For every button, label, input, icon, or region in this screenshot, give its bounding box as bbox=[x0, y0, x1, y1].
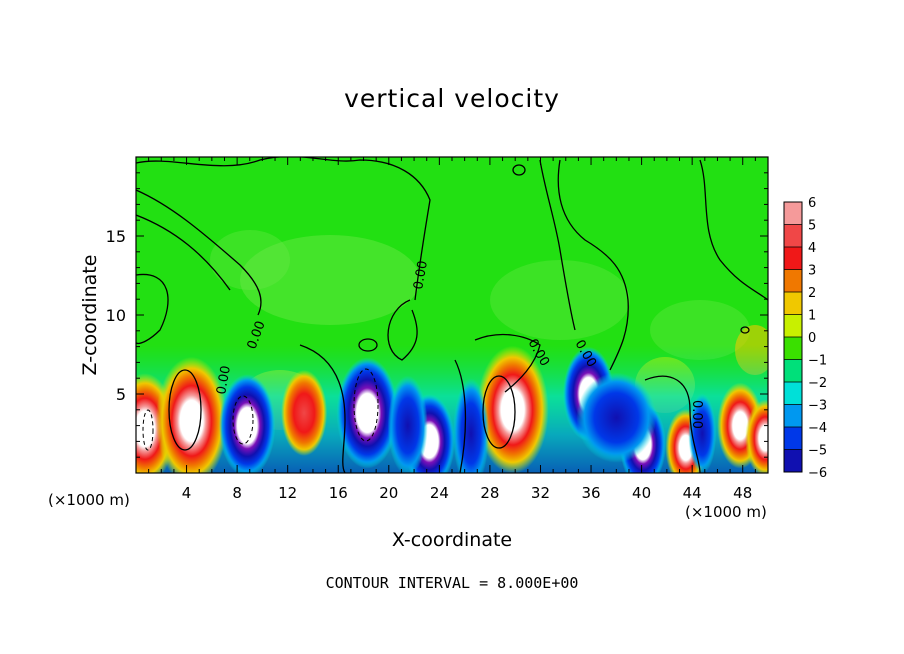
colorbar-swatch bbox=[784, 292, 802, 315]
colorbar: 6 5 4 3 2 1 0 −1 −2 −3 −4 −5 −6 bbox=[783, 196, 827, 481]
contour-line bbox=[474, 333, 541, 393]
field-patch bbox=[490, 260, 630, 340]
contour-line bbox=[299, 344, 346, 473]
contour-line bbox=[740, 326, 750, 334]
downdraft-cell bbox=[452, 378, 489, 473]
colorbar-label: −4 bbox=[808, 421, 827, 436]
x-tick-label: 12 bbox=[278, 484, 297, 502]
colorbar-label: −6 bbox=[808, 466, 827, 481]
x-tick-label: 32 bbox=[531, 484, 550, 502]
colorbar-label: −2 bbox=[808, 376, 827, 391]
x-unit-label-right: (×1000 m) bbox=[685, 503, 767, 521]
downdraft-cell bbox=[576, 372, 657, 463]
colorbar-swatch bbox=[784, 449, 802, 472]
colorbar-swatch bbox=[784, 359, 802, 382]
contour-line bbox=[482, 375, 516, 449]
y-tick-label: 10 bbox=[106, 306, 126, 325]
colorbar-label: −3 bbox=[808, 399, 827, 414]
contour-line bbox=[644, 375, 701, 473]
heatmap-field: 0.00 0.00 0.00 0.00 0.00 0.00 bbox=[136, 157, 768, 473]
contour-line bbox=[539, 159, 576, 331]
velocity-cell bbox=[281, 369, 328, 456]
colorbar-swatch bbox=[784, 404, 802, 427]
contour-line bbox=[512, 164, 526, 176]
contour-line bbox=[358, 338, 378, 352]
x-tick-label: 4 bbox=[182, 484, 192, 502]
contour-interval-note: CONTOUR INTERVAL = 8.000E+00 bbox=[325, 574, 579, 592]
colorbar-label: 4 bbox=[808, 241, 816, 256]
contour-label: 0.00 bbox=[411, 260, 431, 291]
contour-line bbox=[557, 159, 629, 371]
x-ticks: 4 8 12 16 20 24 28 32 36 40 44 48 bbox=[148, 157, 756, 502]
colorbar-label: 1 bbox=[808, 309, 816, 324]
velocity-cell bbox=[155, 356, 228, 473]
x-tick-label: 36 bbox=[581, 484, 600, 502]
contour-line bbox=[168, 369, 202, 451]
field-patch bbox=[240, 235, 420, 325]
downdraft-cell bbox=[688, 393, 717, 473]
colorbar-swatch bbox=[784, 224, 802, 247]
colorbar-swatch bbox=[784, 202, 802, 225]
colorbar-swatch bbox=[784, 247, 802, 270]
contour-line bbox=[136, 157, 431, 301]
colorbar-label: 3 bbox=[808, 264, 816, 279]
contour-line bbox=[387, 299, 418, 361]
colorbar-label: 0 bbox=[808, 331, 816, 346]
x-tick-label: 16 bbox=[329, 484, 348, 502]
x-tick-label: 44 bbox=[683, 484, 702, 502]
colorbar-label: 5 bbox=[808, 219, 816, 234]
velocity-cell bbox=[745, 399, 768, 473]
contour-label: 0.00 bbox=[689, 400, 704, 429]
contour-dashed bbox=[142, 368, 379, 451]
colorbar-swatch bbox=[784, 337, 802, 360]
contour-line bbox=[142, 409, 154, 451]
x-tick-label: 48 bbox=[733, 484, 752, 502]
chart-title: vertical velocity bbox=[344, 84, 560, 113]
contour-line bbox=[136, 273, 169, 345]
cells-group bbox=[136, 345, 768, 473]
velocity-cell bbox=[336, 357, 399, 469]
contour-line bbox=[454, 359, 467, 473]
colorbar-label: 6 bbox=[808, 196, 816, 211]
contour-line bbox=[699, 159, 768, 301]
x-tick-label: 40 bbox=[632, 484, 651, 502]
colorbar-swatch bbox=[784, 269, 802, 292]
velocity-cell bbox=[219, 374, 276, 473]
x-tick-label: 28 bbox=[480, 484, 499, 502]
x-tick-label: 8 bbox=[232, 484, 242, 502]
x-axis-label: X-coordinate bbox=[392, 529, 512, 551]
contour-lines bbox=[136, 157, 768, 473]
y-axis-label: Z-coordinate bbox=[79, 255, 101, 376]
colorbar-label: −1 bbox=[808, 354, 827, 369]
colorbar-swatch bbox=[784, 427, 802, 450]
x-unit-label-left: (×1000 m) bbox=[48, 491, 130, 509]
downdraft-cell bbox=[387, 375, 428, 473]
y-tick-label: 15 bbox=[106, 227, 126, 246]
colorbar-swatch bbox=[784, 314, 802, 337]
contour-line bbox=[136, 189, 262, 316]
contour-label: 0.00 bbox=[214, 365, 234, 396]
y-tick-label: 5 bbox=[116, 385, 126, 404]
contour-line bbox=[136, 214, 231, 291]
colorbar-label: −5 bbox=[808, 444, 827, 459]
field-patch bbox=[210, 230, 290, 290]
colorbar-label: 2 bbox=[808, 286, 816, 301]
y-ticks: 5 10 15 bbox=[106, 172, 768, 458]
colorbar-swatch bbox=[784, 382, 802, 405]
contour-line bbox=[232, 395, 254, 445]
x-tick-label: 24 bbox=[430, 484, 449, 502]
contour-line bbox=[353, 368, 379, 442]
x-tick-label: 20 bbox=[379, 484, 398, 502]
